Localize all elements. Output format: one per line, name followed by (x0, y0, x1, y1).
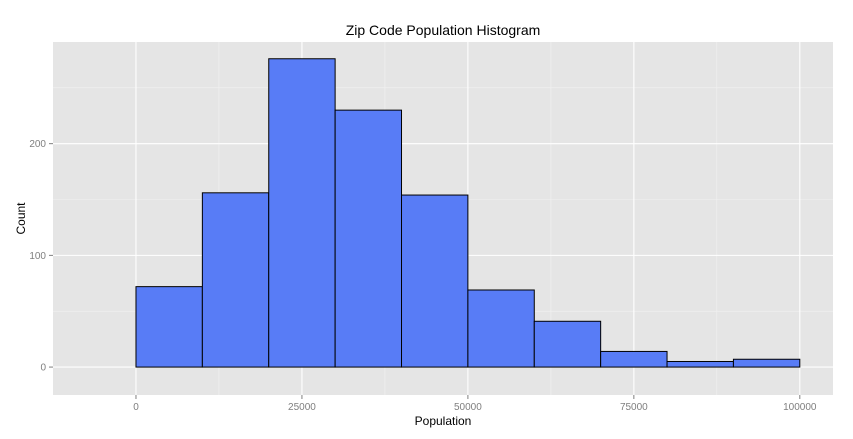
x-axis-title: Population (415, 414, 472, 428)
histogram-bar (135, 286, 203, 368)
y-axis-title: Count (14, 202, 28, 235)
histogram-bar (467, 289, 535, 368)
histogram-bar (268, 58, 336, 368)
x-tick-label: 50000 (454, 402, 482, 413)
histogram-bar (732, 358, 801, 368)
y-axis: 0 100 200 (29, 139, 53, 374)
y-tick-label: 0 (40, 363, 46, 374)
y-tick-label: 200 (29, 139, 46, 150)
x-tick-label: 0 (133, 402, 139, 413)
x-tick-label: 25000 (288, 402, 316, 413)
x-tick-label: 100000 (783, 402, 817, 413)
histogram-bars (135, 58, 801, 368)
x-tick-label: 75000 (620, 402, 648, 413)
histogram-bar (600, 350, 668, 368)
histogram-bar (533, 320, 602, 368)
histogram-bar (334, 109, 403, 368)
histogram-bar (666, 360, 734, 368)
histogram-bar (201, 192, 270, 368)
x-axis: 0 25000 50000 75000 100000 (133, 395, 817, 413)
chart-title: Zip Code Population Histogram (346, 22, 541, 38)
y-tick-label: 100 (29, 251, 46, 262)
histogram-bar (401, 194, 469, 368)
